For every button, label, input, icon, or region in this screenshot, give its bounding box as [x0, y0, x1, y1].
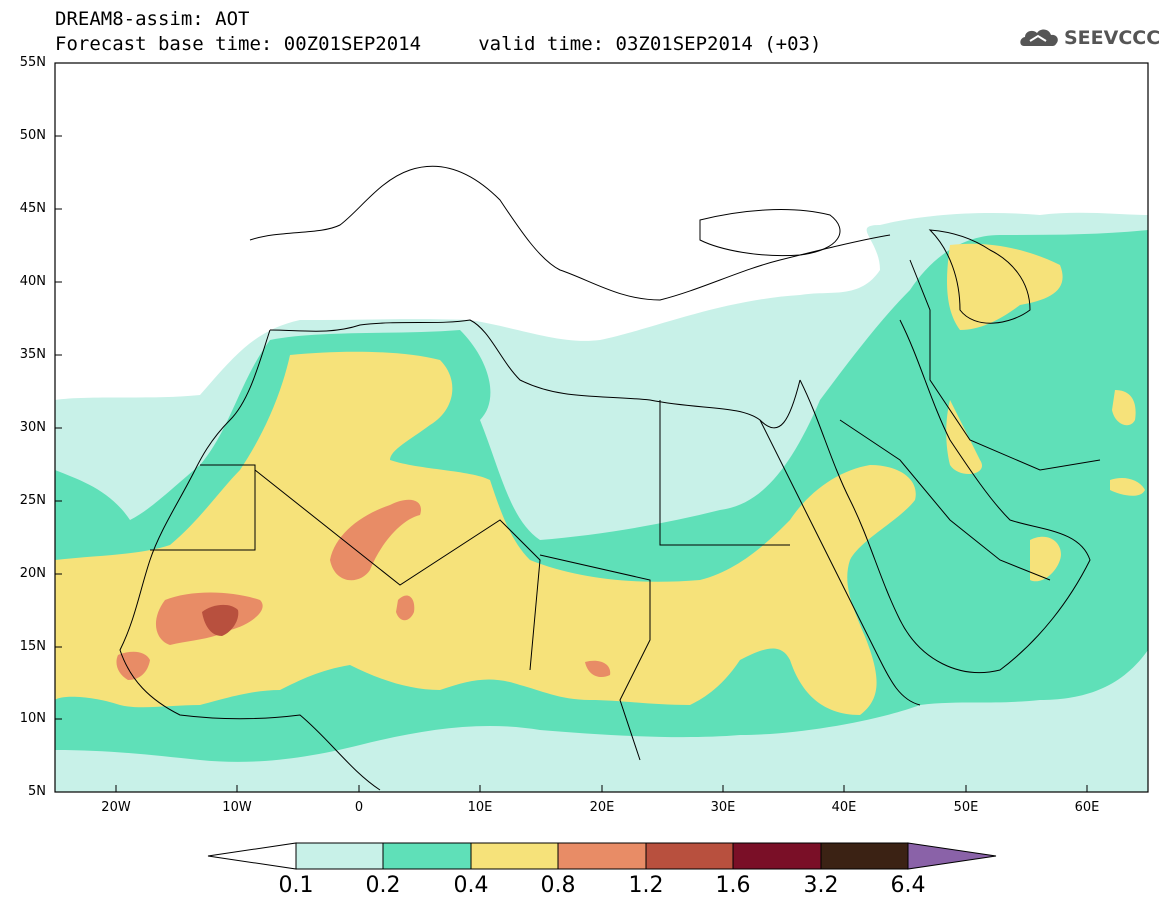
colorbar-segment-4 — [557, 842, 647, 870]
lat-label: 10N — [19, 711, 46, 726]
border-libya-egypt — [659, 400, 790, 546]
lon-label: 20E — [589, 800, 615, 815]
lat-label: 45N — [19, 201, 46, 216]
colorbar-label: 0.8 — [540, 873, 576, 898]
lon-label: 60E — [1074, 800, 1100, 815]
aot-field — [55, 212, 1148, 792]
lat-label: 15N — [19, 639, 46, 654]
aot-band-1.2-1.6 — [202, 604, 239, 636]
aot-band-0.4-0.8 — [55, 243, 1145, 716]
border-iran — [909, 259, 1101, 471]
coastlines-borders — [119, 165, 1101, 791]
coastline-arabia — [799, 319, 1091, 674]
map-title: DREAM8-assim: AOT — [55, 8, 250, 30]
lat-label: 20N — [19, 566, 46, 581]
colorbar — [207, 842, 997, 870]
border-chad-sudan — [539, 554, 651, 761]
colorbar-label: 1.2 — [628, 873, 664, 898]
colorbar-label: 6.4 — [890, 873, 926, 898]
lon-label: 0 — [354, 800, 364, 815]
lon-label: 40E — [831, 800, 857, 815]
lon-label: 30E — [710, 800, 736, 815]
lat-label: 25N — [19, 493, 46, 508]
border-west-sahara — [150, 464, 256, 551]
lat-label: 55N — [19, 55, 46, 70]
lon-label: 10W — [222, 800, 252, 815]
lon-label: 50E — [953, 800, 979, 815]
lat-label: 50N — [19, 128, 46, 143]
lon-label: 20W — [101, 800, 131, 815]
colorbar-segment-7 — [820, 842, 909, 870]
coastline-west-africa — [119, 329, 381, 791]
colorbar-segment-3 — [470, 842, 559, 870]
lat-label: 40N — [19, 274, 46, 289]
cloud-icon — [1020, 29, 1058, 46]
border-mali — [254, 469, 541, 671]
forecast-time-subtitle: Forecast base time: 00Z01SEP2014 valid t… — [55, 33, 822, 55]
lat-label: 35N — [19, 347, 46, 362]
axis-ticks — [55, 62, 1088, 792]
colorbar-segment-2 — [382, 842, 472, 870]
coastline-black-sea — [699, 209, 841, 257]
coastline-red-sea — [759, 419, 921, 706]
colorbar-label: 0.4 — [453, 873, 489, 898]
colorbar-segment-6 — [732, 842, 822, 870]
aot-band-0.8-1.2 — [116, 499, 611, 680]
lat-label: 30N — [19, 420, 46, 435]
border-arabia-interior — [839, 419, 1051, 581]
colorbar-label: 0.1 — [278, 873, 314, 898]
colorbar-label: 3.2 — [803, 873, 839, 898]
coastline-north-africa — [269, 319, 801, 429]
lat-label: 5N — [28, 784, 46, 799]
colorbar-high-arrow — [907, 842, 997, 870]
colorbar-segment-5 — [645, 842, 734, 870]
seevccc-logo-text: SEEVCCC — [1064, 27, 1161, 49]
colorbar-segment-1 — [295, 842, 384, 870]
colorbar-label: 0.2 — [365, 873, 401, 898]
lon-label: 10E — [467, 800, 493, 815]
coastline-caspian — [928, 229, 1031, 324]
coastline-europe — [249, 165, 891, 301]
colorbar-low-arrow — [207, 842, 297, 870]
colorbar-label: 1.6 — [715, 873, 751, 898]
